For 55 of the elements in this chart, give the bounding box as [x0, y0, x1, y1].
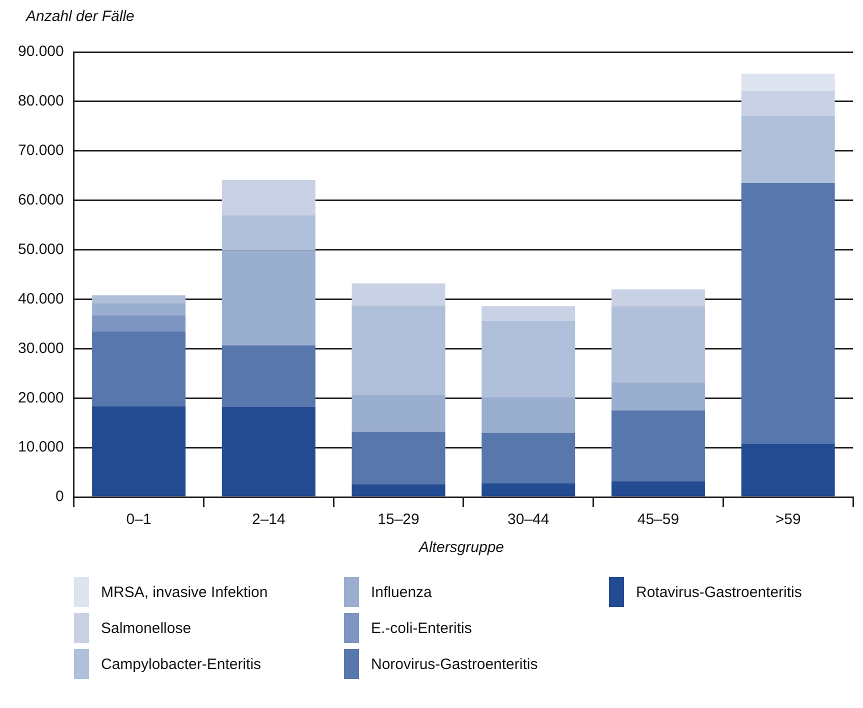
y-tick-label: 60.000 [18, 191, 64, 208]
x-tick-label: >59 [775, 511, 801, 528]
bar [611, 306, 705, 382]
legend-label: Rotavirus-Gastroenteritis [636, 584, 802, 600]
bar [352, 283, 446, 306]
bar [352, 484, 446, 496]
bar [352, 394, 446, 432]
y-tick-label: 0 [56, 488, 64, 506]
y-tick-label: 90.000 [18, 43, 64, 60]
y-tick-label: 20.000 [18, 389, 64, 406]
y-tick-label: 50.000 [18, 240, 64, 258]
x-tick-label: 30–44 [508, 511, 550, 528]
y-tick-label: 80.000 [18, 92, 64, 110]
legend-label: E.-coli-Enteritis [371, 620, 472, 636]
x-tick-label: 15–29 [378, 511, 420, 528]
bar [222, 250, 316, 346]
legend-label: MRSA, invasive Infektion [101, 584, 268, 600]
bar [92, 406, 186, 496]
bar [92, 303, 186, 316]
y-tick-label: 70.000 [18, 142, 64, 160]
bar [222, 215, 316, 250]
legend-label: Norovirus-Gastroenteritis [371, 656, 538, 672]
x-tick-label: 0–1 [126, 511, 152, 528]
bar [482, 306, 576, 321]
bar [222, 407, 316, 496]
y-tick-label: 10.000 [18, 438, 64, 456]
bar [352, 306, 446, 395]
bar [92, 316, 186, 332]
legend-label: Influenza [371, 584, 432, 600]
bar [482, 397, 576, 433]
bar [92, 331, 186, 407]
bar [482, 432, 576, 484]
bar [741, 444, 835, 496]
x-tick-label: 2–14 [252, 511, 286, 528]
bar [741, 116, 835, 184]
bar [352, 432, 446, 484]
bar [611, 382, 705, 410]
bar [611, 289, 705, 306]
legend-label: Salmonellose [101, 620, 192, 636]
y-axis-title: Anzahl der Fälle [26, 8, 136, 25]
x-tick-label: 45–59 [637, 511, 680, 528]
bar [741, 91, 835, 116]
bar [741, 183, 835, 444]
bar [741, 74, 835, 92]
x-axis-title: Altersgruppe [417, 539, 506, 556]
bar [482, 320, 576, 398]
bar [611, 410, 705, 482]
legend-label: Campylobacter-Enteritis [101, 656, 262, 672]
bar [611, 481, 705, 496]
bar [92, 295, 186, 304]
bar [482, 483, 576, 496]
bar [222, 180, 316, 216]
y-tick-label: 40.000 [18, 290, 64, 308]
bar [222, 345, 316, 408]
y-tick-label: 30.000 [18, 340, 64, 357]
